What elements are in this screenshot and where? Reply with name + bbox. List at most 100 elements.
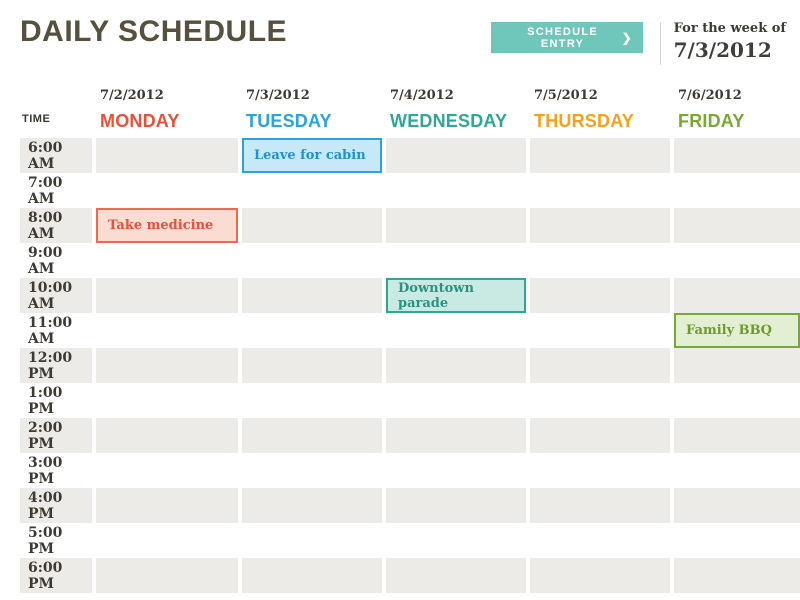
- schedule-cell-tuesday-2-00-pm[interactable]: [242, 418, 382, 453]
- schedule-cell-thursday-10-00-am[interactable]: [530, 278, 670, 313]
- event-take-medicine[interactable]: Take medicine: [96, 208, 238, 243]
- day-date: 7/2/2012: [100, 88, 164, 103]
- schedule-cell-monday-1-00-pm[interactable]: [96, 383, 238, 418]
- schedule-cell-friday-4-00-pm[interactable]: [674, 488, 800, 523]
- event-downtown-parade[interactable]: Downtown parade: [386, 278, 526, 313]
- schedule-cell-monday-7-00-am[interactable]: [96, 173, 238, 208]
- schedule-cell-tuesday-6-00-am[interactable]: Leave for cabin: [242, 138, 382, 173]
- schedule-cell-tuesday-12-00-pm[interactable]: [242, 348, 382, 383]
- schedule-cell-friday-12-00-pm[interactable]: [674, 348, 800, 383]
- schedule-cell-wednesday-10-00-am[interactable]: Downtown parade: [386, 278, 526, 313]
- day-date: 7/4/2012: [390, 88, 454, 103]
- day-header-thursday: 7/5/2012 THURSDAY: [530, 88, 670, 132]
- schedule-grid: 6:00 AM Leave for cabin 7:00 AM 8:00 AM Take…: [20, 138, 800, 593]
- time-column-header: TIME: [22, 113, 51, 125]
- schedule-cell-thursday-6-00-am[interactable]: [530, 138, 670, 173]
- schedule-cell-tuesday-1-00-pm[interactable]: [242, 383, 382, 418]
- day-name: FRIDAY: [678, 111, 745, 131]
- schedule-cell-thursday-11-00-am[interactable]: [530, 313, 670, 348]
- schedule-cell-wednesday-8-00-am[interactable]: [386, 208, 526, 243]
- day-header-wednesday: 7/4/2012 WEDNESDAY: [386, 88, 526, 132]
- schedule-cell-monday-8-00-am[interactable]: Take medicine: [96, 208, 238, 243]
- event-family-bbq[interactable]: Family BBQ: [674, 313, 800, 348]
- day-header-monday: 7/2/2012 MONDAY: [96, 88, 238, 132]
- schedule-cell-tuesday-10-00-am[interactable]: [242, 278, 382, 313]
- schedule-cell-friday-2-00-pm[interactable]: [674, 418, 800, 453]
- schedule-cell-tuesday-5-00-pm[interactable]: [242, 523, 382, 558]
- schedule-cell-wednesday-11-00-am[interactable]: [386, 313, 526, 348]
- schedule-cell-wednesday-4-00-pm[interactable]: [386, 488, 526, 523]
- schedule-cell-monday-5-00-pm[interactable]: [96, 523, 238, 558]
- schedule-cell-friday-6-00-am[interactable]: [674, 138, 800, 173]
- schedule-cell-friday-3-00-pm[interactable]: [674, 453, 800, 488]
- schedule-cell-wednesday-6-00-pm[interactable]: [386, 558, 526, 593]
- schedule-cell-tuesday-6-00-pm[interactable]: [242, 558, 382, 593]
- top-bar: DAILY SCHEDULE SCHEDULE ENTRY ❯ For the …: [0, 0, 800, 65]
- schedule-cell-monday-2-00-pm[interactable]: [96, 418, 238, 453]
- schedule-cell-friday-6-00-pm[interactable]: [674, 558, 800, 593]
- schedule-cell-friday-7-00-am[interactable]: [674, 173, 800, 208]
- schedule-cell-friday-8-00-am[interactable]: [674, 208, 800, 243]
- schedule-cell-friday-10-00-am[interactable]: [674, 278, 800, 313]
- schedule-cell-thursday-2-00-pm[interactable]: [530, 418, 670, 453]
- schedule-entry-button-label: SCHEDULE ENTRY: [527, 25, 599, 50]
- schedule-cell-monday-3-00-pm[interactable]: [96, 453, 238, 488]
- time-label: 10:00 AM: [20, 278, 92, 313]
- schedule-cell-monday-9-00-am[interactable]: [96, 243, 238, 278]
- day-name: THURSDAY: [534, 111, 634, 131]
- schedule-cell-monday-10-00-am[interactable]: [96, 278, 238, 313]
- schedule-cell-tuesday-9-00-am[interactable]: [242, 243, 382, 278]
- week-of-block: For the week of 7/3/2012: [674, 21, 786, 62]
- schedule-cell-friday-5-00-pm[interactable]: [674, 523, 800, 558]
- time-label: 2:00 PM: [20, 418, 92, 453]
- week-of-label: For the week of: [673, 21, 786, 36]
- schedule-cell-thursday-3-00-pm[interactable]: [530, 453, 670, 488]
- days-header-row: TIME 7/2/2012 MONDAY 7/3/2012 TUESDAY 7/4/20…: [20, 88, 800, 132]
- schedule-cell-friday-11-00-am[interactable]: Family BBQ: [674, 313, 800, 348]
- schedule-cell-wednesday-7-00-am[interactable]: [386, 173, 526, 208]
- schedule-cell-monday-12-00-pm[interactable]: [96, 348, 238, 383]
- schedule-cell-thursday-8-00-am[interactable]: [530, 208, 670, 243]
- schedule-cell-thursday-9-00-am[interactable]: [530, 243, 670, 278]
- schedule-cell-monday-4-00-pm[interactable]: [96, 488, 238, 523]
- schedule-cell-tuesday-3-00-pm[interactable]: [242, 453, 382, 488]
- schedule-cell-thursday-1-00-pm[interactable]: [530, 383, 670, 418]
- event-leave-for-cabin[interactable]: Leave for cabin: [242, 138, 382, 173]
- schedule-cell-thursday-6-00-pm[interactable]: [530, 558, 670, 593]
- schedule-cell-tuesday-8-00-am[interactable]: [242, 208, 382, 243]
- schedule-cell-wednesday-9-00-am[interactable]: [386, 243, 526, 278]
- day-date: 7/6/2012: [678, 88, 742, 103]
- time-label: 4:00 PM: [20, 488, 92, 523]
- top-bar-right: SCHEDULE ENTRY ❯ For the week of 7/3/201…: [490, 15, 786, 65]
- day-name: MONDAY: [100, 111, 180, 131]
- schedule-cell-wednesday-3-00-pm[interactable]: [386, 453, 526, 488]
- schedule-cell-monday-6-00-pm[interactable]: [96, 558, 238, 593]
- schedule-cell-tuesday-11-00-am[interactable]: [242, 313, 382, 348]
- week-of-date[interactable]: 7/3/2012: [673, 38, 772, 62]
- schedule-entry-button[interactable]: SCHEDULE ENTRY ❯: [490, 22, 643, 53]
- time-label: 12:00 PM: [20, 348, 92, 383]
- schedule-cell-wednesday-6-00-am[interactable]: [386, 138, 526, 173]
- chevron-right-icon: ❯: [621, 30, 632, 45]
- schedule-cell-friday-1-00-pm[interactable]: [674, 383, 800, 418]
- day-date: 7/3/2012: [246, 88, 310, 103]
- schedule-cell-thursday-5-00-pm[interactable]: [530, 523, 670, 558]
- schedule-cell-monday-6-00-am[interactable]: [96, 138, 238, 173]
- day-header-friday: 7/6/2012 FRIDAY: [674, 88, 800, 132]
- schedule-cell-wednesday-1-00-pm[interactable]: [386, 383, 526, 418]
- schedule-cell-thursday-4-00-pm[interactable]: [530, 488, 670, 523]
- time-label: 9:00 AM: [28, 244, 63, 277]
- day-name: TUESDAY: [246, 111, 332, 131]
- schedule-cell-tuesday-4-00-pm[interactable]: [242, 488, 382, 523]
- schedule-cell-wednesday-2-00-pm[interactable]: [386, 418, 526, 453]
- schedule-cell-thursday-12-00-pm[interactable]: [530, 348, 670, 383]
- schedule-cell-wednesday-12-00-pm[interactable]: [386, 348, 526, 383]
- time-label: 5:00 PM: [28, 524, 63, 557]
- schedule-cell-thursday-7-00-am[interactable]: [530, 173, 670, 208]
- schedule-cell-wednesday-5-00-pm[interactable]: [386, 523, 526, 558]
- schedule-cell-monday-11-00-am[interactable]: [96, 313, 238, 348]
- schedule-cell-tuesday-7-00-am[interactable]: [242, 173, 382, 208]
- schedule-cell-friday-9-00-am[interactable]: [674, 243, 800, 278]
- day-header-tuesday: 7/3/2012 TUESDAY: [242, 88, 382, 132]
